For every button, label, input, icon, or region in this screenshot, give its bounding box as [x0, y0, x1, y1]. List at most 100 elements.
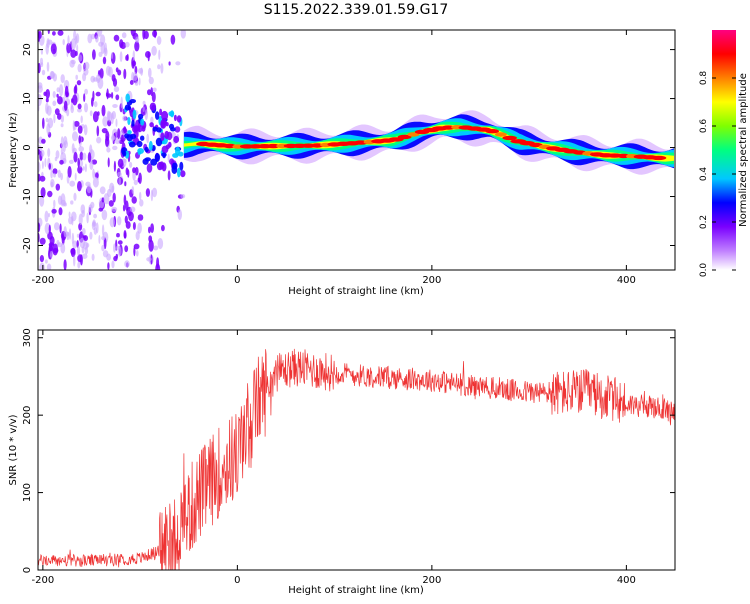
- noise-blob: [40, 49, 44, 55]
- noise-blob: [73, 254, 76, 267]
- noise-blob: [113, 160, 116, 172]
- noise-blob: [57, 169, 61, 178]
- colorbar-gradient: [712, 30, 736, 270]
- y-tick-label: -10: [22, 188, 33, 204]
- noise-blob: [70, 200, 74, 205]
- noise-blob: [48, 242, 55, 248]
- noise-blob: [77, 261, 81, 269]
- colorbar-tick-label: 0.4: [699, 167, 709, 182]
- noise-blob: [55, 150, 60, 159]
- noise-blob: [99, 68, 104, 79]
- noise-blob: [38, 222, 41, 233]
- noise-blob: [83, 235, 88, 242]
- noise-blob: [39, 255, 45, 263]
- x-tick-label: -200: [32, 575, 55, 586]
- noise-blob: [131, 60, 137, 67]
- noise-blob: [117, 171, 122, 177]
- noise-blob: [101, 236, 106, 241]
- noise-blob: [144, 109, 148, 121]
- x-tick-label: -200: [32, 275, 55, 286]
- noise-blob: [73, 151, 78, 163]
- noise-blob: [91, 220, 96, 231]
- x-tick-label: 0: [234, 275, 240, 286]
- noise-blob: [92, 111, 99, 123]
- signal-blob: [159, 161, 165, 170]
- noise-blob: [84, 61, 90, 70]
- noise-blob: [60, 136, 64, 149]
- noise-blob: [153, 30, 157, 39]
- noise-blob: [150, 87, 153, 97]
- signal-blob: [177, 167, 181, 178]
- noise-blob: [167, 153, 170, 163]
- noise-blob: [70, 247, 76, 258]
- noise-blob: [38, 85, 43, 93]
- noise-blob: [53, 113, 56, 124]
- signal-blob: [164, 130, 170, 140]
- x-tick-label: 400: [617, 575, 636, 586]
- signal-blob: [152, 126, 158, 132]
- snr-ticks: -200 0 200 400 0 100 200 300: [22, 328, 675, 586]
- signal-blob: [161, 110, 169, 121]
- colorbar-tick-label: 0.0: [699, 263, 709, 278]
- noise-blob: [54, 222, 60, 231]
- noise-blob: [115, 118, 118, 128]
- noise-blob: [122, 204, 126, 212]
- noise-blob: [66, 108, 70, 117]
- noise-blob: [122, 115, 127, 122]
- noise-blob: [117, 69, 122, 76]
- noise-blob: [77, 157, 80, 168]
- noise-blob: [101, 224, 105, 237]
- noise-blob: [60, 123, 64, 128]
- signal-blob: [180, 170, 186, 178]
- noise-blob: [111, 185, 115, 193]
- noise-blob: [46, 61, 50, 72]
- spectrogram-ticks: -200 0 200 400 -20 -10 0 10 20: [22, 30, 675, 286]
- noise-blob: [157, 238, 164, 250]
- noise-blob: [105, 130, 110, 142]
- noise-blob: [180, 194, 186, 199]
- colorbar-tick-label: 0.6: [699, 119, 709, 134]
- noise-blob: [48, 163, 51, 170]
- noise-blob: [80, 254, 83, 266]
- noise-blob: [88, 204, 93, 213]
- noise-blob: [103, 47, 108, 57]
- signal-blob: [128, 141, 136, 148]
- noise-blob: [86, 212, 89, 224]
- noise-blob: [63, 226, 67, 238]
- colorbar-label: Normalized spectral amplitude: [738, 73, 749, 227]
- noise-blob: [113, 255, 118, 262]
- noise-blob: [112, 104, 118, 108]
- noise-blob: [59, 159, 64, 165]
- noise-blob: [71, 143, 75, 154]
- signal-blob: [144, 146, 149, 153]
- noise-blob: [40, 187, 46, 198]
- noise-blob: [44, 210, 49, 223]
- noise-blob: [124, 245, 129, 253]
- noise-blob: [95, 172, 99, 179]
- noise-blob: [131, 186, 135, 194]
- signal-blob: [159, 108, 163, 116]
- noise-blob: [59, 84, 64, 97]
- noise-blob: [117, 128, 121, 140]
- noise-blob: [39, 57, 44, 66]
- noise-blob: [60, 115, 64, 123]
- noise-blob: [52, 91, 56, 98]
- noise-blob: [117, 246, 122, 257]
- noise-blob: [152, 87, 157, 92]
- signal-blob: [140, 135, 145, 141]
- noise-blob: [65, 91, 69, 98]
- noise-blob: [103, 237, 107, 250]
- ridge-band-3: [183, 121, 674, 165]
- signal-blob: [148, 140, 153, 151]
- noise-blob: [151, 187, 158, 198]
- noise-blob: [139, 199, 144, 207]
- colorbar-tick-label: 0.2: [699, 215, 709, 229]
- noise-blob: [132, 72, 138, 82]
- noise-blob: [60, 242, 66, 254]
- noise-blob: [39, 262, 45, 270]
- noise-blob: [145, 188, 150, 197]
- noise-blob: [39, 195, 45, 207]
- noise-blob: [116, 233, 120, 238]
- signal-blob: [160, 132, 165, 142]
- noise-blob: [174, 126, 181, 133]
